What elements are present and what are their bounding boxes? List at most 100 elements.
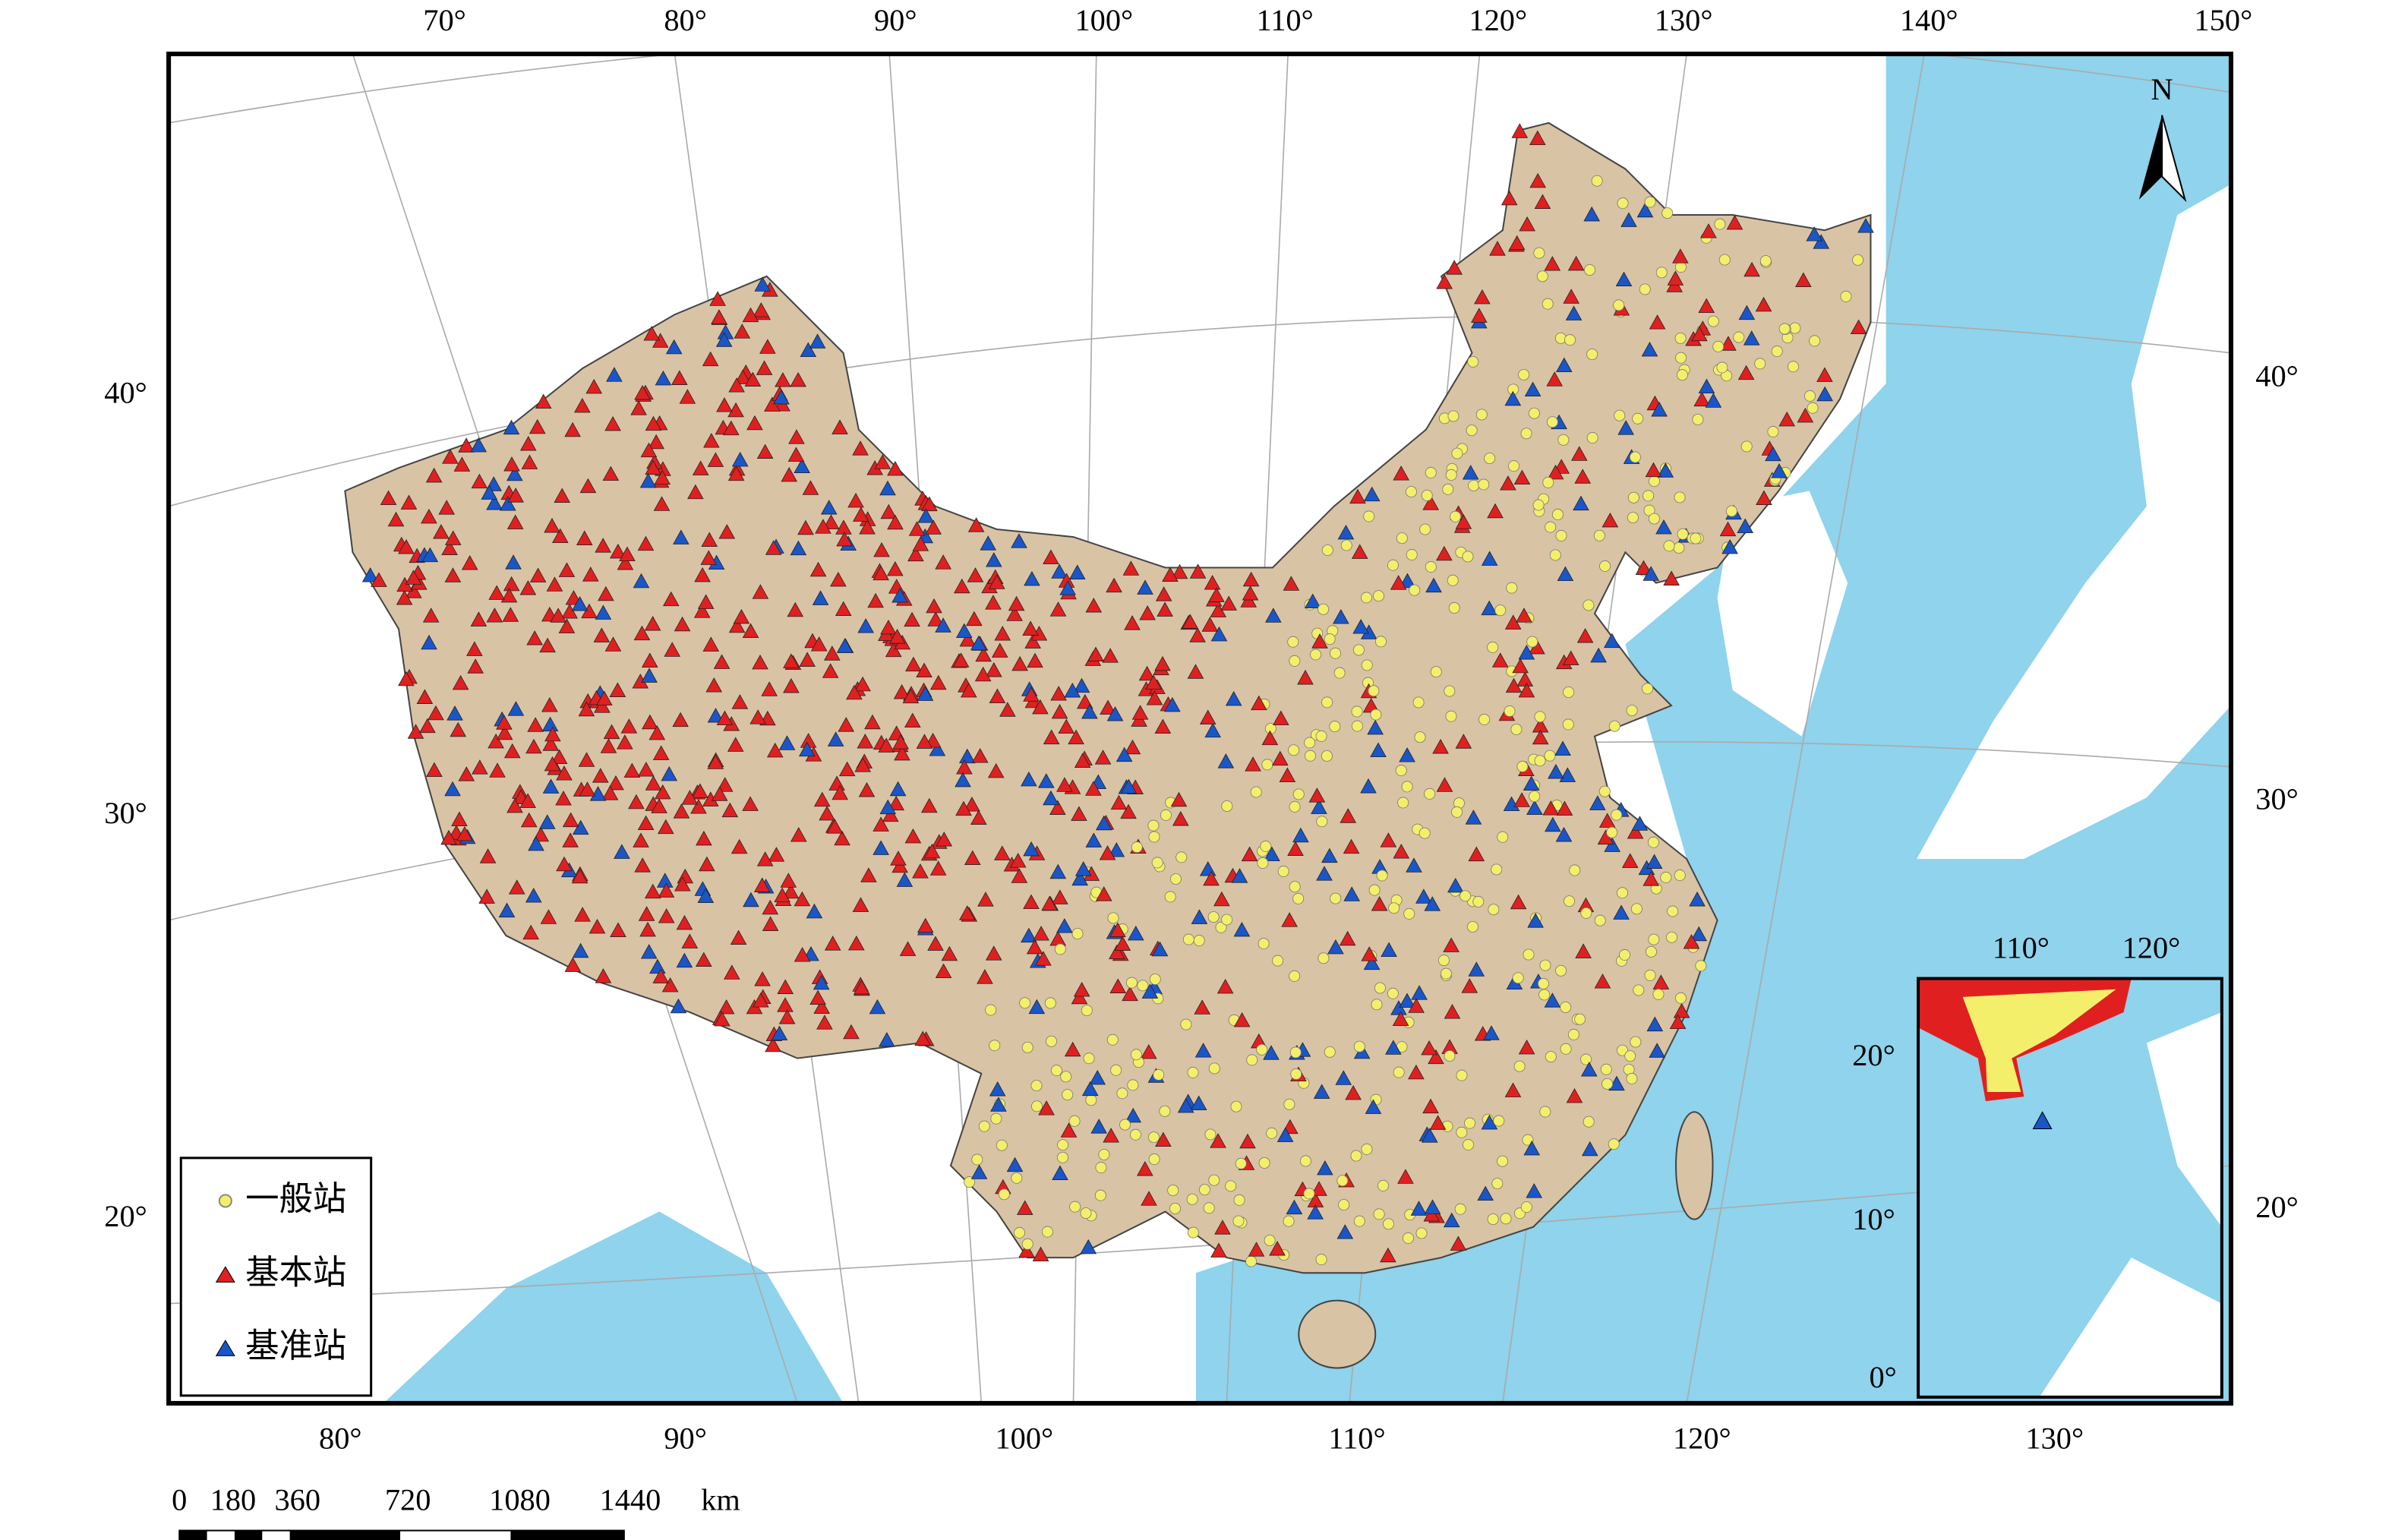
station-marker xyxy=(1273,710,1289,726)
station-marker xyxy=(1424,1199,1441,1214)
station-marker xyxy=(723,420,740,436)
station-marker xyxy=(1095,886,1112,901)
station-marker xyxy=(1415,888,1432,904)
station-marker xyxy=(1523,948,1535,961)
station-marker xyxy=(642,714,658,730)
station-marker xyxy=(1549,549,1561,561)
station-marker xyxy=(1560,1043,1572,1055)
station-marker xyxy=(1064,1041,1081,1057)
station-marker xyxy=(658,819,674,835)
station-marker xyxy=(756,443,774,459)
station-marker xyxy=(754,276,772,292)
station-marker xyxy=(421,547,439,563)
station-marker xyxy=(442,449,459,464)
station-marker xyxy=(478,888,495,904)
station-marker xyxy=(603,724,620,740)
station-marker xyxy=(1276,1127,1294,1142)
station-marker xyxy=(1606,826,1618,838)
station-marker xyxy=(1153,1068,1165,1081)
station-marker xyxy=(978,1120,990,1132)
station-marker xyxy=(707,754,724,769)
station-marker xyxy=(1451,447,1463,459)
station-marker xyxy=(425,467,443,483)
station-marker xyxy=(1258,1157,1270,1169)
station-marker xyxy=(1643,871,1660,886)
station-marker xyxy=(1542,298,1554,310)
station-marker xyxy=(696,951,712,967)
station-marker xyxy=(799,652,816,667)
station-marker xyxy=(775,372,791,387)
station-marker xyxy=(1050,1065,1062,1077)
station-marker xyxy=(1544,992,1561,1008)
station-marker xyxy=(1534,711,1546,723)
station-marker xyxy=(1491,1178,1504,1190)
station-marker xyxy=(1424,787,1436,800)
station-marker xyxy=(1269,1241,1286,1256)
station-marker xyxy=(1576,628,1594,643)
station-marker xyxy=(1245,1255,1258,1267)
station-marker xyxy=(1006,606,1023,621)
station-marker xyxy=(396,590,413,605)
station-marker xyxy=(1251,695,1267,711)
station-marker xyxy=(1551,509,1564,520)
station-marker xyxy=(970,635,987,651)
station-marker xyxy=(1627,491,1639,503)
station-marker xyxy=(753,302,770,317)
station-marker xyxy=(1299,1155,1311,1167)
station-marker xyxy=(1436,274,1453,289)
station-marker xyxy=(1021,1041,1033,1053)
station-marker xyxy=(400,494,418,510)
station-marker xyxy=(1789,322,1801,334)
station-marker xyxy=(727,465,745,481)
station-marker xyxy=(1714,218,1726,230)
station-marker xyxy=(634,857,651,873)
station-marker xyxy=(1050,686,1067,701)
station-marker xyxy=(638,906,655,921)
station-marker xyxy=(1233,921,1251,937)
station-marker xyxy=(869,999,886,1015)
station-marker xyxy=(1422,1128,1438,1143)
station-marker xyxy=(802,480,819,495)
station-marker xyxy=(1683,934,1700,949)
station-marker xyxy=(787,447,805,462)
station-marker xyxy=(1617,420,1634,435)
station-marker xyxy=(694,566,711,582)
station-marker xyxy=(687,484,704,500)
station-marker xyxy=(1071,928,1084,940)
station-marker xyxy=(645,459,661,475)
station-marker xyxy=(742,623,759,638)
station-marker xyxy=(781,467,797,482)
station-marker xyxy=(1644,969,1656,981)
station-marker xyxy=(1231,868,1248,883)
station-marker xyxy=(500,496,516,511)
station-marker xyxy=(1567,255,1585,271)
station-marker xyxy=(864,714,881,730)
station-marker xyxy=(848,936,865,951)
station-marker xyxy=(1316,866,1333,881)
station-marker xyxy=(810,636,828,652)
station-marker xyxy=(1204,1128,1217,1141)
station-marker xyxy=(889,781,907,797)
station-marker xyxy=(488,585,505,600)
station-marker xyxy=(1695,960,1707,972)
station-marker xyxy=(1353,1040,1365,1052)
station-marker xyxy=(444,567,462,582)
station-marker xyxy=(640,442,658,458)
station-marker xyxy=(977,891,994,907)
station-marker xyxy=(1533,247,1545,259)
station-marker xyxy=(1536,270,1548,282)
station-marker xyxy=(1408,1064,1425,1080)
station-marker xyxy=(1099,845,1116,860)
station-marker xyxy=(628,794,645,809)
station-marker xyxy=(1242,571,1260,587)
station-marker xyxy=(502,607,519,622)
station-marker xyxy=(1377,1179,1390,1191)
station-marker xyxy=(1038,1100,1055,1116)
station-marker xyxy=(1187,664,1204,679)
station-marker xyxy=(986,552,1002,567)
station-marker xyxy=(1120,778,1138,794)
station-marker xyxy=(1264,846,1280,862)
station-marker xyxy=(665,339,683,355)
station-marker xyxy=(528,836,544,851)
station-marker xyxy=(1564,895,1576,907)
